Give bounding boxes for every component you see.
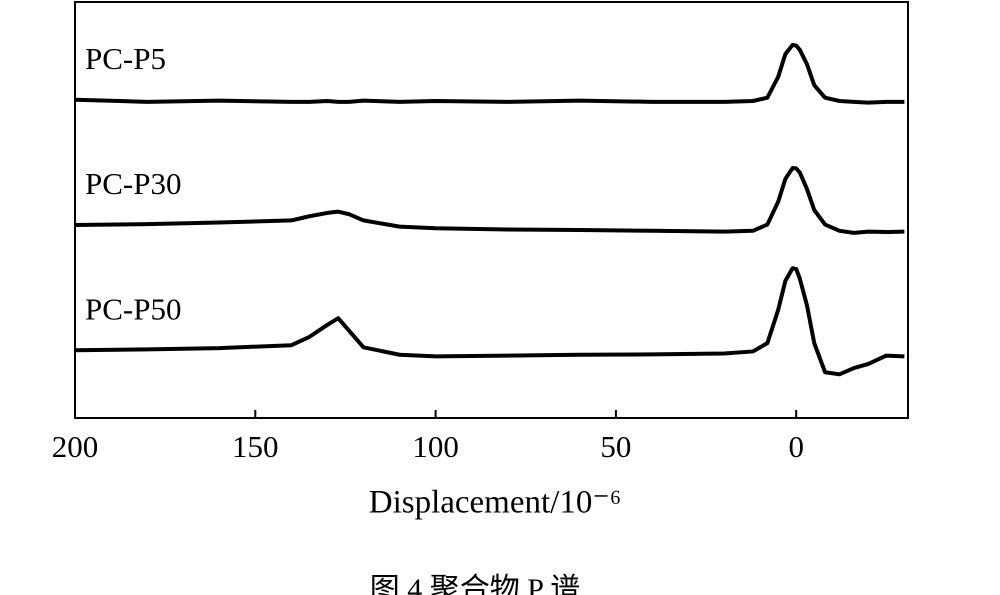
series-label: PC-P5 bbox=[85, 41, 166, 76]
spectrum-line bbox=[74, 266, 905, 377]
spectrum-line bbox=[74, 165, 905, 235]
x-axis-label: Displacement/10⁻⁶ bbox=[369, 485, 622, 521]
series-label: PC-P30 bbox=[85, 166, 181, 201]
x-tick-label: 50 bbox=[600, 429, 631, 464]
x-tick-label: 150 bbox=[232, 429, 279, 464]
caption: 图 4 聚合物 P 谱 bbox=[370, 573, 581, 595]
x-tick-label: 100 bbox=[412, 429, 459, 464]
series-label: PC-P50 bbox=[85, 291, 181, 326]
x-tick-label: 200 bbox=[52, 429, 99, 464]
plot-frame bbox=[74, 1, 909, 419]
x-tick-label: 0 bbox=[788, 429, 804, 464]
spectrum-line bbox=[74, 42, 905, 105]
